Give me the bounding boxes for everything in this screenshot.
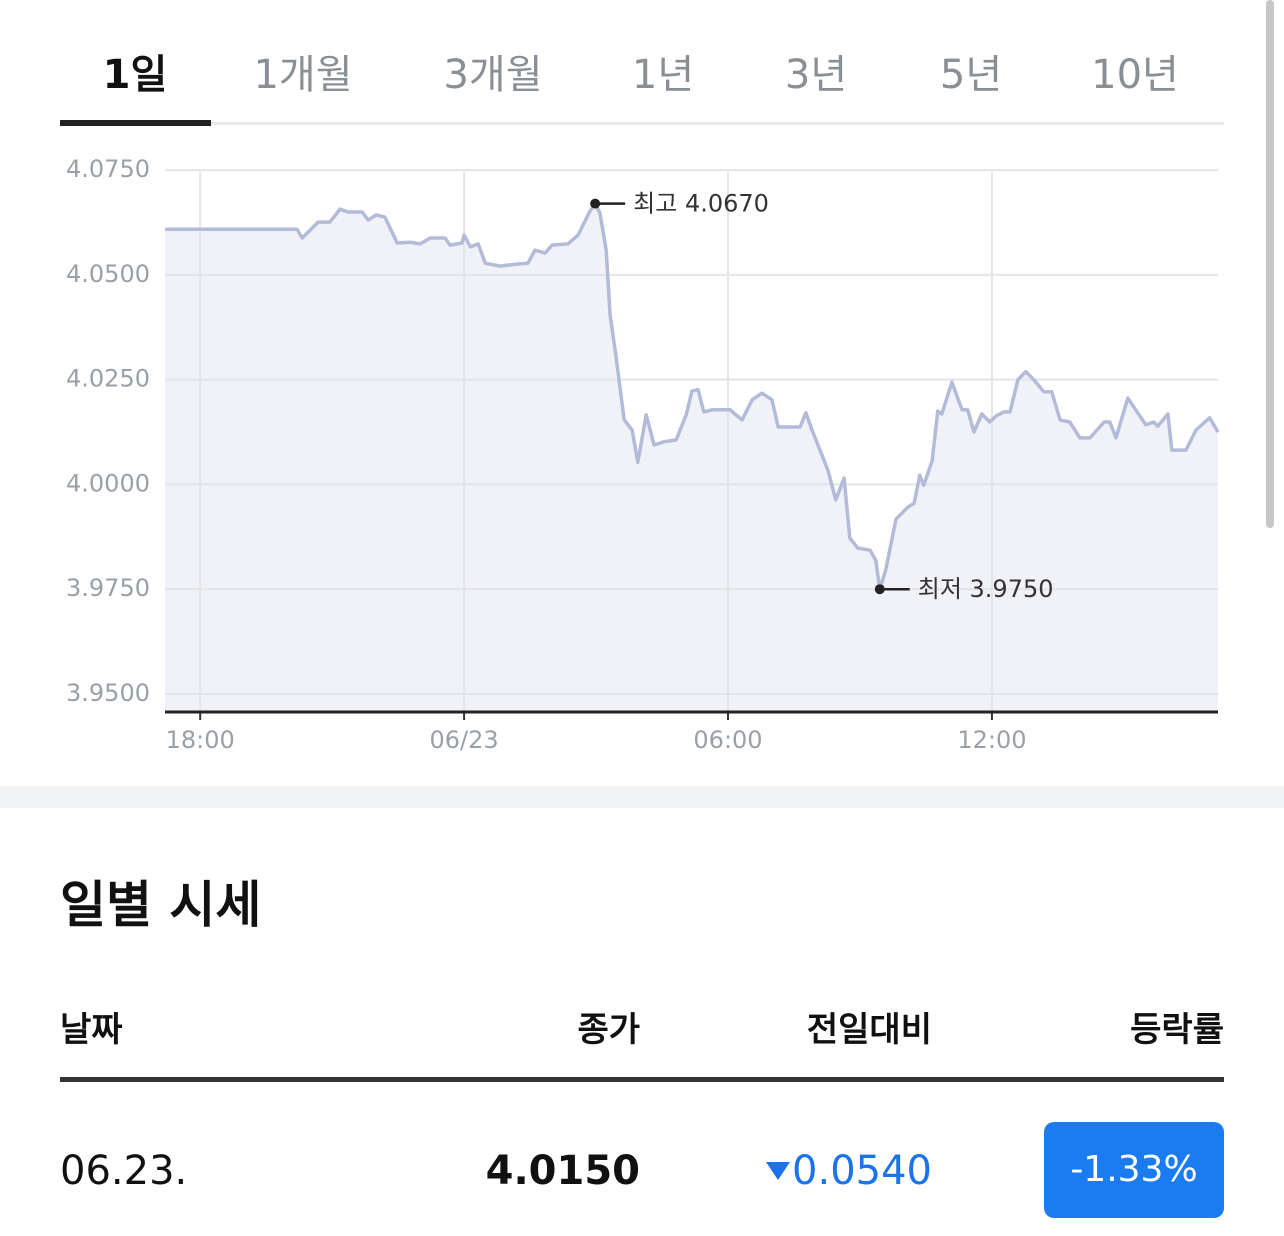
x-tick-label: 18:00 [166,726,235,754]
period-tab[interactable]: 1년 [631,52,695,98]
column-header: 종가 [577,1010,640,1050]
column-header: 등락률 [1130,1010,1224,1050]
period-tab[interactable]: 1개월 [253,52,353,98]
y-tick-label: 4.0000 [66,469,150,497]
period-tab[interactable]: 10년 [1091,52,1179,98]
scrollbar [1266,0,1274,528]
period-tab[interactable]: 5년 [939,52,1003,98]
active-tab-indicator [60,120,211,126]
down-arrow-icon [766,1162,790,1180]
period-tab[interactable]: 1일 [102,52,168,98]
y-tick-label: 3.9500 [66,679,150,707]
column-header: 날짜 [60,1010,123,1050]
annotation-label: 최고 4.0670 [633,190,769,218]
y-tick-label: 4.0500 [66,260,150,288]
tab-divider [60,122,1224,125]
x-tick-label: 12:00 [957,726,1026,754]
x-tick-label: 06/23 [430,726,499,754]
period-tab[interactable]: 3년 [784,52,848,98]
y-tick-label: 4.0250 [66,365,150,393]
y-tick-label: 4.0750 [66,155,150,183]
section-title: 일별 시세 [60,876,262,934]
date-cell: 06.23. [60,1148,188,1194]
area [165,203,1218,712]
close-cell: 4.0150 [485,1148,640,1194]
change-cell: 0.0540 [792,1148,932,1194]
annotation-point [874,584,885,595]
rate-badge: -1.33% [1044,1122,1224,1218]
chart: 4.0750 4.0500 4.0250 4.0000 3.9750 3.9500 18:0… [66,155,1220,754]
x-tick-label: 06:00 [693,726,762,754]
section-separator [0,786,1284,808]
annotation-point [590,198,601,209]
annotation-label: 최저 3.9750 [918,575,1054,603]
column-header: 전일대비 [806,1010,932,1050]
y-tick-label: 3.9750 [66,574,150,602]
header-rule [60,1077,1224,1082]
price-line [165,201,1220,591]
period-tab[interactable]: 3개월 [443,52,543,98]
